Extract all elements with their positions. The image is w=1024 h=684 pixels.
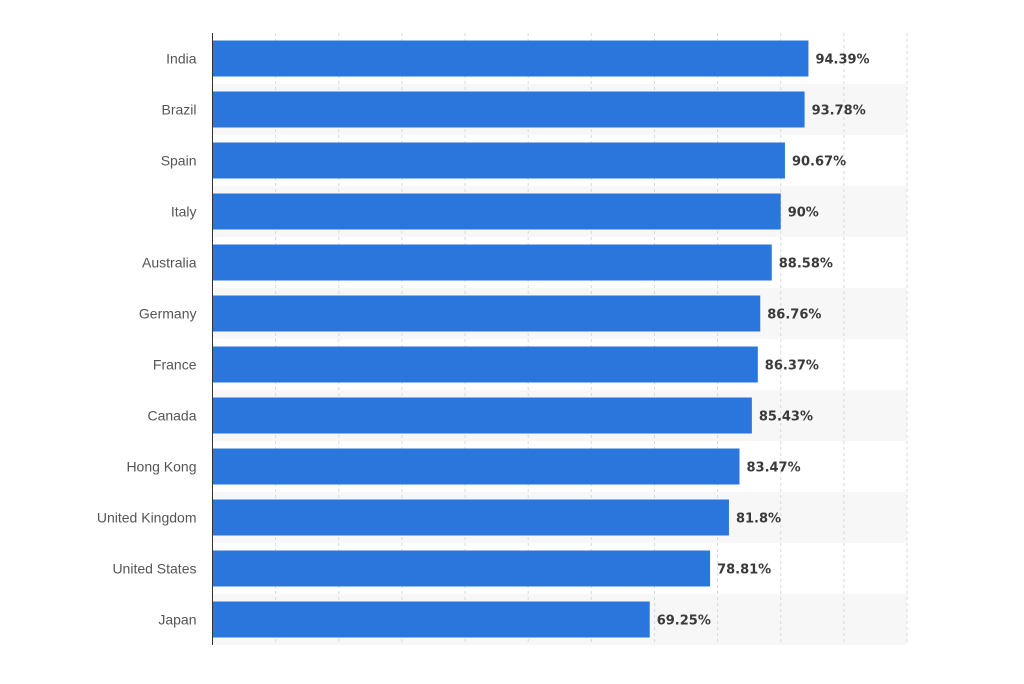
category-labels: India Brazil Spain Italy Australia Germany Fra… bbox=[97, 51, 197, 628]
value-label: 69.25% bbox=[657, 614, 711, 629]
bar-spain bbox=[212, 142, 785, 179]
value-label: 78.81% bbox=[717, 563, 771, 578]
value-label: 86.37% bbox=[765, 359, 819, 374]
value-label: 90.67% bbox=[792, 155, 846, 170]
value-label: 94.39% bbox=[815, 53, 869, 68]
value-label: 81.8% bbox=[736, 512, 781, 527]
bar-germany bbox=[212, 295, 761, 332]
value-label: 88.58% bbox=[779, 257, 833, 272]
value-label: 85.43% bbox=[759, 410, 813, 425]
bar-japan bbox=[212, 601, 650, 638]
bar-united-kingdom bbox=[212, 499, 729, 536]
bar-hong-kong bbox=[212, 448, 740, 485]
value-label: 90% bbox=[788, 206, 819, 221]
category-label: Italy bbox=[171, 204, 197, 220]
value-label: 86.76% bbox=[767, 308, 821, 323]
bar-canada bbox=[212, 397, 752, 434]
category-label: Brazil bbox=[161, 102, 196, 118]
category-label: Hong Kong bbox=[126, 459, 196, 475]
category-label: Japan bbox=[158, 612, 196, 628]
value-label: 93.78% bbox=[812, 104, 866, 119]
category-label: Australia bbox=[142, 255, 197, 271]
gridlines bbox=[275, 33, 908, 645]
bar-brazil bbox=[212, 91, 805, 128]
bar-italy bbox=[212, 193, 781, 230]
category-label: Spain bbox=[161, 153, 197, 169]
bars bbox=[212, 40, 809, 638]
bar-france bbox=[212, 346, 758, 383]
category-label: United States bbox=[112, 561, 196, 577]
bar-australia bbox=[212, 244, 772, 281]
category-label: Germany bbox=[139, 306, 197, 322]
category-label: United Kingdom bbox=[97, 510, 197, 526]
value-label: 83.47% bbox=[746, 461, 800, 476]
category-label: France bbox=[153, 357, 197, 373]
bar-united-states bbox=[212, 550, 711, 587]
bar-india bbox=[212, 40, 809, 77]
category-label: Canada bbox=[147, 408, 196, 424]
value-labels: 94.39% 93.78% 90.67% 90% 88.58% 86.76% 86.37% 8… bbox=[657, 53, 870, 629]
category-label: India bbox=[166, 51, 197, 67]
